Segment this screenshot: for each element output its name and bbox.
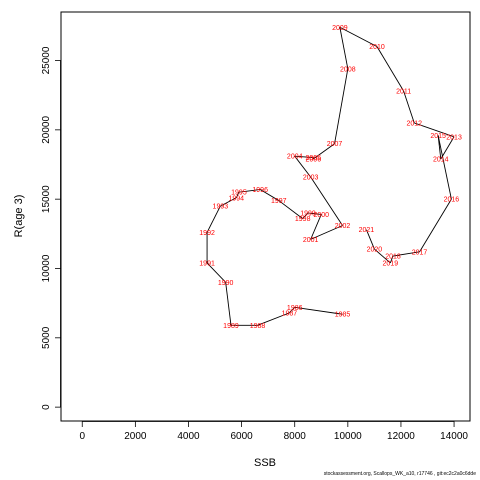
plot-frame (60, 11, 471, 422)
point-label-2001: 2001 (303, 237, 319, 244)
series-segment-1995-1996 (238, 189, 261, 193)
point-label-1995: 1995 (231, 190, 247, 197)
x-tick-label-2000: 2000 (124, 431, 147, 442)
point-label-2004: 2004 (287, 154, 303, 161)
point-label-1992: 1992 (199, 230, 215, 237)
series-segment-2017-2018 (392, 251, 420, 257)
x-axis: 0 2000 4000 6000 8000 10000 12000 14000 (79, 421, 468, 442)
series-line-group (206, 26, 455, 326)
x-tick-label-14000: 14000 (440, 431, 468, 442)
y-tick-label-20000: 20000 (41, 116, 52, 144)
point-label-2015: 2015 (430, 133, 446, 140)
series-segment-2000-2001 (310, 214, 322, 240)
x-tick-label-6000: 6000 (230, 431, 253, 442)
point-label-2010: 2010 (369, 44, 385, 51)
series-segment-1992-1993 (206, 205, 221, 233)
series-segment-2007-2008 (334, 68, 349, 144)
point-label-1986: 1986 (287, 305, 303, 312)
series-segment-2003-2004 (294, 155, 312, 178)
point-label-2014: 2014 (433, 156, 449, 163)
point-label-2007: 2007 (327, 141, 343, 148)
point-label-2021: 2021 (359, 227, 375, 234)
series-segment-1990-1991 (206, 262, 226, 283)
series-segment-2013-2014 (440, 136, 455, 160)
series-segment-1987-1988 (257, 312, 290, 326)
series-segment-1998-1999 (302, 212, 309, 219)
x-tick-label-8000: 8000 (284, 431, 307, 442)
series-segment-2008-2009 (339, 27, 349, 69)
point-label-2006: 2006 (306, 156, 322, 163)
series-segment-2016-2017 (419, 198, 452, 253)
x-tick-label-0: 0 (79, 431, 85, 442)
series-segment-2019-2020 (374, 248, 391, 264)
series-segment-1985-1986 (294, 306, 343, 315)
point-label-1989: 1989 (223, 323, 239, 330)
series-segment-2020-2021 (366, 229, 375, 250)
point-label-1988: 1988 (250, 323, 266, 330)
y-tick-label-15000: 15000 (41, 185, 52, 213)
series-segment-2012-2013 (414, 122, 455, 138)
point-label-2005: 2005 (306, 155, 322, 162)
point-label-2008: 2008 (340, 66, 356, 73)
series-segment-2009-2010 (339, 26, 378, 48)
x-axis-label: SSB (254, 457, 276, 469)
footer-credit: stockassessment.org, Scallops_WK_a10, r1… (323, 471, 476, 477)
point-label-2011: 2011 (396, 89, 411, 96)
y-tick-label-5000: 5000 (41, 326, 52, 349)
series-segment-1989-1990 (225, 282, 232, 326)
point-label-1993: 1993 (213, 204, 229, 211)
point-label-2003: 2003 (303, 174, 319, 181)
series-segment-2010-2011 (376, 46, 404, 92)
series-segment-2004-2005 (294, 155, 314, 159)
point-label-1987: 1987 (282, 310, 298, 317)
y-tick-label-25000: 25000 (41, 46, 52, 74)
point-label-1999: 1999 (300, 211, 316, 218)
series-segment-2006-2007 (313, 143, 335, 160)
series-segment-1999-2000 (307, 212, 322, 215)
series-segment-2001-2002 (310, 225, 343, 240)
series-segment-1993-1994 (220, 197, 237, 207)
point-label-2018: 2018 (385, 254, 401, 261)
y-axis-label: R(age 3) (13, 195, 25, 238)
point-label-1998: 1998 (295, 216, 311, 223)
y-tick-label-10000: 10000 (41, 254, 52, 282)
x-tick-label-10000: 10000 (334, 431, 362, 442)
series-segment-2011-2012 (403, 90, 415, 124)
point-label-1990: 1990 (218, 280, 234, 287)
point-label-2009: 2009 (332, 25, 348, 32)
point-label-2019: 2019 (383, 260, 399, 267)
point-label-2012: 2012 (406, 120, 422, 127)
point-label-1985: 1985 (335, 312, 351, 319)
series-segment-1996-1997 (259, 189, 280, 201)
series-segment-2015-2016 (437, 135, 452, 200)
point-label-2000: 2000 (313, 212, 329, 219)
y-tick-label-0: 0 (41, 404, 52, 410)
point-label-2016: 2016 (444, 197, 460, 204)
series-segment-1994-1995 (235, 192, 240, 198)
point-label-1991: 1991 (199, 260, 215, 267)
point-label-1996: 1996 (252, 187, 268, 194)
point-label-2017: 2017 (412, 249, 428, 256)
x-tick-label-12000: 12000 (387, 431, 415, 442)
series-segment-2002-2003 (310, 176, 343, 226)
series-segment-2018-2019 (389, 255, 394, 264)
series-segment-1986-1987 (289, 307, 296, 314)
point-label-1997: 1997 (271, 198, 287, 205)
series-segment-1997-1998 (278, 200, 303, 219)
x-tick-label-4000: 4000 (177, 431, 200, 442)
point-label-2013: 2013 (446, 134, 462, 141)
point-label-1994: 1994 (228, 195, 244, 202)
y-axis: 0 5000 10000 15000 20000 25000 (41, 46, 61, 410)
point-label-2002: 2002 (335, 223, 351, 230)
point-label-2020: 2020 (367, 247, 383, 254)
